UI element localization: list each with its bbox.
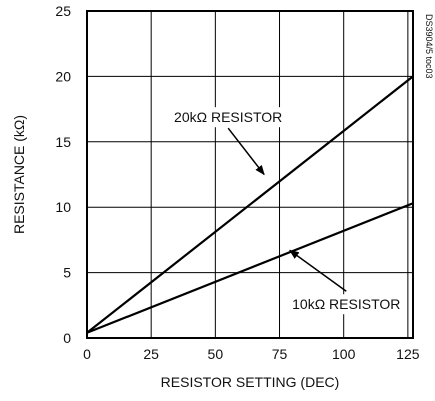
- plot-frame: [86, 10, 414, 339]
- annotation-label-1: 20kΩ RESISTOR: [174, 109, 282, 125]
- annotation-arrow-2: [288, 249, 347, 292]
- side-code: DS3904/5 toc03: [424, 14, 434, 79]
- tick-labels: 0 25 50 75 100 125 0 5 10 15 20 25: [55, 3, 419, 362]
- x-tick-label: 125: [396, 346, 420, 362]
- annotation-label-2: 10kΩ RESISTOR: [292, 296, 400, 312]
- y-tick-label: 25: [55, 3, 71, 19]
- y-tick-label: 10: [55, 199, 71, 215]
- y-tick-label: 5: [63, 265, 71, 281]
- y-axis-label: RESISTANCE (kΩ): [11, 115, 27, 234]
- series-line-1: [86, 75, 414, 334]
- x-tick-label: 0: [83, 346, 91, 362]
- y-tick-label: 20: [55, 68, 71, 84]
- series-line-2: [86, 202, 414, 334]
- series-lines: [86, 75, 414, 334]
- annotations: 20kΩ RESISTOR 10kΩ RESISTOR: [170, 107, 405, 315]
- annotation-bg-2: [288, 294, 405, 315]
- annotation-bg-1: [170, 107, 287, 128]
- grid-lines: [87, 11, 413, 338]
- y-tick-label: 15: [55, 134, 71, 150]
- annotation-arrow-1: [227, 127, 265, 176]
- y-tick-label: 0: [63, 330, 71, 346]
- x-tick-label: 25: [143, 346, 159, 362]
- x-axis-label: RESISTOR SETTING (DEC): [161, 374, 340, 390]
- x-tick-label: 100: [332, 346, 356, 362]
- x-tick-label: 75: [272, 346, 288, 362]
- x-tick-label: 50: [208, 346, 224, 362]
